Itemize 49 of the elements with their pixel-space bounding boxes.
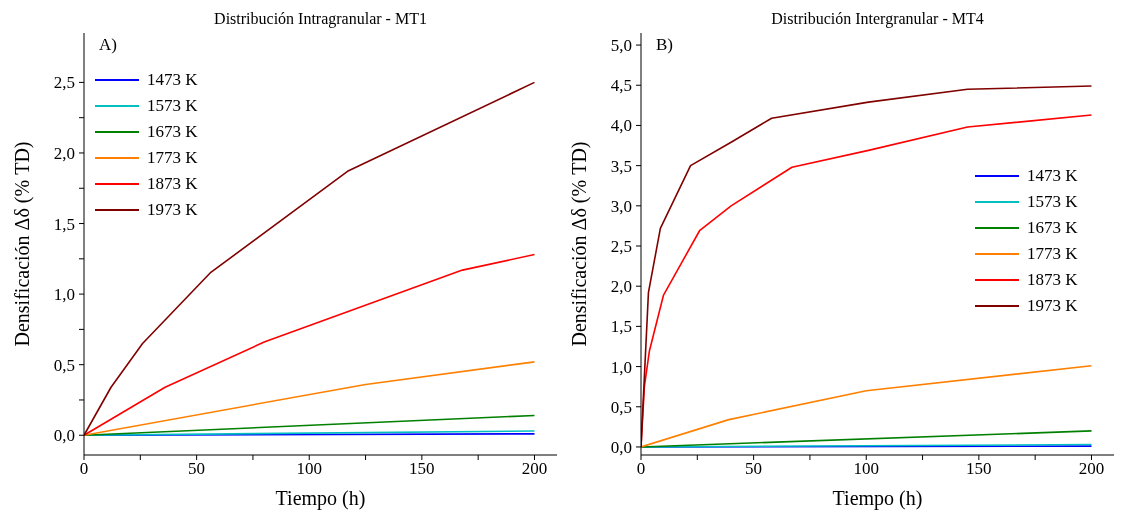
y-tick-label: 5,0 — [610, 36, 632, 56]
y-tick-label: 3,5 — [610, 156, 632, 176]
x-tick-label: 50 — [188, 459, 206, 479]
legend-label: 1873 K — [147, 173, 198, 195]
y-tick-label: 0,5 — [610, 397, 632, 417]
x-axis-title: Tiempo (h) — [275, 487, 366, 510]
y-tick-label: 0,0 — [610, 437, 632, 457]
y-axis-title: Densificación Δδ (% TD) — [11, 141, 35, 347]
y-tick-label: 2,0 — [610, 277, 632, 297]
x-tick-label: 100 — [853, 459, 879, 479]
x-axis-title: Tiempo (h) — [832, 487, 923, 510]
y-tick-label: 3,0 — [610, 196, 632, 216]
legend-label: 1573 K — [1027, 191, 1078, 213]
legend-label: 1773 K — [147, 147, 198, 169]
x-tick-label: 200 — [1078, 459, 1105, 479]
y-tick-label: 2,5 — [610, 237, 632, 257]
x-tick-label: 0 — [636, 459, 646, 479]
x-tick-label: 0 — [79, 459, 89, 479]
legend-label: 1973 K — [1027, 295, 1078, 317]
x-tick-label: 100 — [296, 459, 322, 479]
legend-label: 1873 K — [1027, 269, 1078, 291]
y-tick-label: 1,0 — [53, 285, 75, 305]
chart-title: Distribución Intergranular - MT4 — [770, 10, 985, 28]
y-tick-label: 4,5 — [610, 76, 632, 96]
legend-label: 1473 K — [1027, 165, 1078, 187]
legend-label: 1973 K — [147, 199, 198, 221]
y-tick-label: 1,5 — [610, 317, 632, 337]
y-tick-label: 4,0 — [610, 116, 632, 136]
y-tick-label: 2,5 — [53, 73, 75, 93]
y-tick-label: 0,5 — [53, 355, 75, 375]
annotation: A) — [99, 35, 117, 55]
line-series — [84, 253, 536, 437]
y-tick-label: 0,0 — [53, 426, 75, 446]
legend-label: 1573 K — [147, 95, 198, 117]
legend-label: 1673 K — [1027, 217, 1078, 239]
line-series — [641, 364, 1093, 448]
legend-label: 1773 K — [1027, 243, 1078, 265]
x-tick-label: 50 — [745, 459, 763, 479]
legend-label: 1673 K — [147, 121, 198, 143]
x-tick-label: 200 — [521, 459, 548, 479]
y-axis-title: Densificación Δδ (% TD) — [568, 141, 592, 347]
chart-title: Distribución Intragranular - MT1 — [213, 10, 428, 28]
annotation: B) — [656, 35, 673, 55]
legend-label: 1473 K — [147, 69, 198, 91]
y-tick-label: 2,0 — [53, 143, 75, 163]
y-tick-label: 1,0 — [610, 357, 632, 377]
x-tick-label: 150 — [409, 459, 435, 479]
x-tick-label: 150 — [966, 459, 992, 479]
y-tick-label: 1,5 — [53, 214, 75, 234]
